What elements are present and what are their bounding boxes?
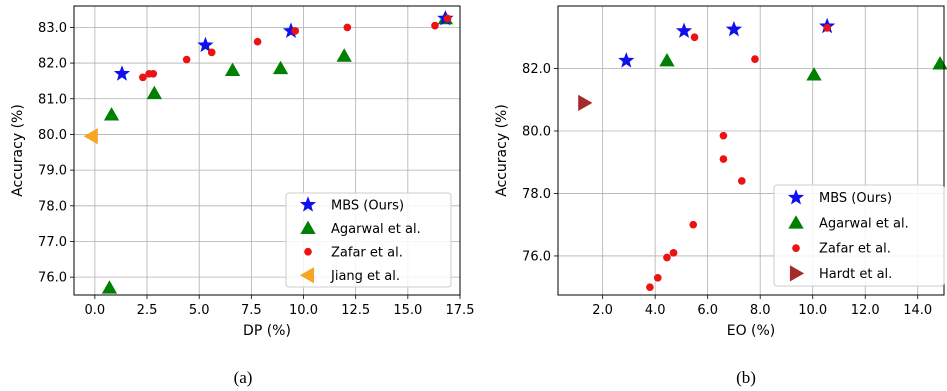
data-points: [83, 9, 454, 294]
y-tick-label: 78.0: [522, 187, 551, 202]
x-tick-label: 12.0: [851, 303, 880, 318]
x-tick-label: 6.0: [697, 303, 718, 318]
chart-b: 2.0 4.0 6.0 8.0 10.0 12.0 14.0 76.0 78.0 80.0 82.0…: [494, 5, 947, 387]
y-tick-label: 76.0: [522, 249, 551, 264]
x-tick-label: 10.0: [289, 303, 318, 318]
x-axis-label: DP (%): [243, 323, 291, 339]
zafar-et-al-point: [737, 177, 746, 185]
y-tick-label: 77.0: [38, 235, 67, 250]
y-tick-label: 78.0: [38, 199, 67, 214]
zafar-et-al-point: [751, 55, 759, 63]
x-tick-label: 10.0: [798, 303, 827, 318]
legend-box: [773, 184, 945, 287]
x-tick-label: 4.0: [645, 303, 666, 318]
y-axis-label: Accuracy (%): [494, 104, 510, 197]
x-tick-label: 17.5: [446, 303, 475, 318]
zafar-et-al-point: [719, 131, 728, 140]
zafar-et-al-point: [689, 220, 698, 229]
legend-marker: [789, 265, 805, 282]
zafar-et-al-point: [149, 69, 158, 78]
agarwal-et-al-point: [101, 280, 118, 294]
y-tick-label: 79.0: [38, 164, 67, 179]
legend-label: MBS (Ours): [819, 191, 892, 206]
x-tick-label: 2.0: [592, 303, 613, 318]
mbs-ours-point: [675, 22, 693, 38]
y-tick-label: 80.0: [38, 128, 67, 143]
zafar-et-al-point: [823, 24, 831, 32]
subfigure-caption: (b): [736, 368, 756, 387]
y-tick-label: 82.0: [522, 62, 551, 77]
legend-marker: [787, 189, 805, 205]
axes-frame: [557, 5, 945, 296]
legend-marker: [304, 247, 312, 256]
zafar-et-al-point: [207, 48, 216, 57]
y-axis-label: Accuracy (%): [10, 104, 26, 197]
x-tick-label: 0.0: [85, 303, 106, 318]
zafar-et-al-point: [343, 23, 352, 32]
y-tick-label: 83.0: [38, 21, 67, 36]
agarwal-et-al-point: [224, 62, 241, 76]
zafar-et-al-point: [646, 283, 654, 292]
data-points: [578, 17, 947, 292]
zafar-et-al-point: [719, 155, 728, 163]
x-tick-label: 14.0: [903, 303, 932, 318]
legend-label: MBS (Ours): [331, 198, 404, 213]
legend-box: [285, 192, 452, 288]
jiang-et-al-point: [83, 128, 98, 145]
zafar-et-al-point: [182, 55, 191, 64]
zafar-et-al-point: [139, 73, 147, 82]
agarwal-et-al-point: [932, 56, 947, 70]
legend-marker: [299, 196, 317, 212]
mbs-ours-point: [725, 20, 743, 37]
x-tick-label: 12.5: [341, 303, 370, 318]
legend-label: Jiang et al.: [330, 269, 400, 284]
x-tick-label: 5.0: [189, 303, 210, 318]
mbs-ours-point: [113, 65, 131, 81]
legend-label: Zafar et al.: [331, 245, 403, 260]
zafar-et-al-point: [663, 253, 671, 262]
legend: MBS (Ours) Agarwal et al. Zafar et al. Hard…: [773, 184, 945, 287]
subfigure-caption: (a): [234, 368, 253, 387]
legend-label: Agarwal et al.: [331, 222, 421, 237]
zafar-et-al-point: [291, 27, 299, 35]
agarwal-et-al-point: [272, 60, 289, 75]
mbs-ours-point: [197, 36, 214, 53]
agarwal-et-al-point: [659, 53, 675, 67]
agarwal-et-al-point: [146, 85, 162, 100]
zafar-et-al-point: [690, 33, 699, 42]
agarwal-et-al-point: [336, 48, 352, 62]
agarwal-et-al-point: [806, 67, 822, 81]
y-tick-label: 81.0: [38, 92, 67, 107]
legend-label: Agarwal et al.: [819, 216, 909, 231]
legend-label: Zafar et al.: [819, 242, 891, 257]
legend-marker: [792, 244, 800, 252]
hardt-et-al-point: [578, 94, 593, 111]
axes-frame: [73, 5, 461, 296]
zafar-et-al-point: [253, 37, 262, 46]
legend: MBS (Ours) Agarwal et al. Zafar et al. Jian…: [285, 192, 452, 288]
mbs-ours-point: [282, 22, 300, 38]
chart-a: 0.0 2.5 5.0 7.5 10.0 12.5 15.0 17.5 76.0 77.0 78.0…: [10, 5, 475, 387]
agarwal-et-al-point: [103, 107, 120, 121]
grid: [558, 6, 944, 295]
x-tick-label: 2.5: [137, 303, 158, 318]
zafar-et-al-point: [653, 273, 662, 282]
legend-label: Hardt et al.: [819, 267, 892, 282]
y-tick-label: 82.0: [38, 57, 67, 72]
x-tick-label: 8.0: [750, 303, 771, 318]
legend-marker: [300, 220, 316, 234]
legend-marker: [299, 267, 315, 284]
zafar-et-al-point: [431, 21, 439, 30]
x-axis-label: EO (%): [727, 323, 776, 339]
x-tick-label: 15.0: [393, 303, 422, 318]
mbs-ours-point: [618, 52, 635, 68]
zafar-et-al-point: [443, 14, 452, 23]
y-tick-label: 80.0: [522, 124, 551, 139]
legend-marker: [788, 215, 804, 229]
x-tick-label: 7.5: [241, 303, 262, 318]
y-tick-label: 76.0: [38, 271, 67, 286]
zafar-et-al-point: [669, 248, 678, 257]
